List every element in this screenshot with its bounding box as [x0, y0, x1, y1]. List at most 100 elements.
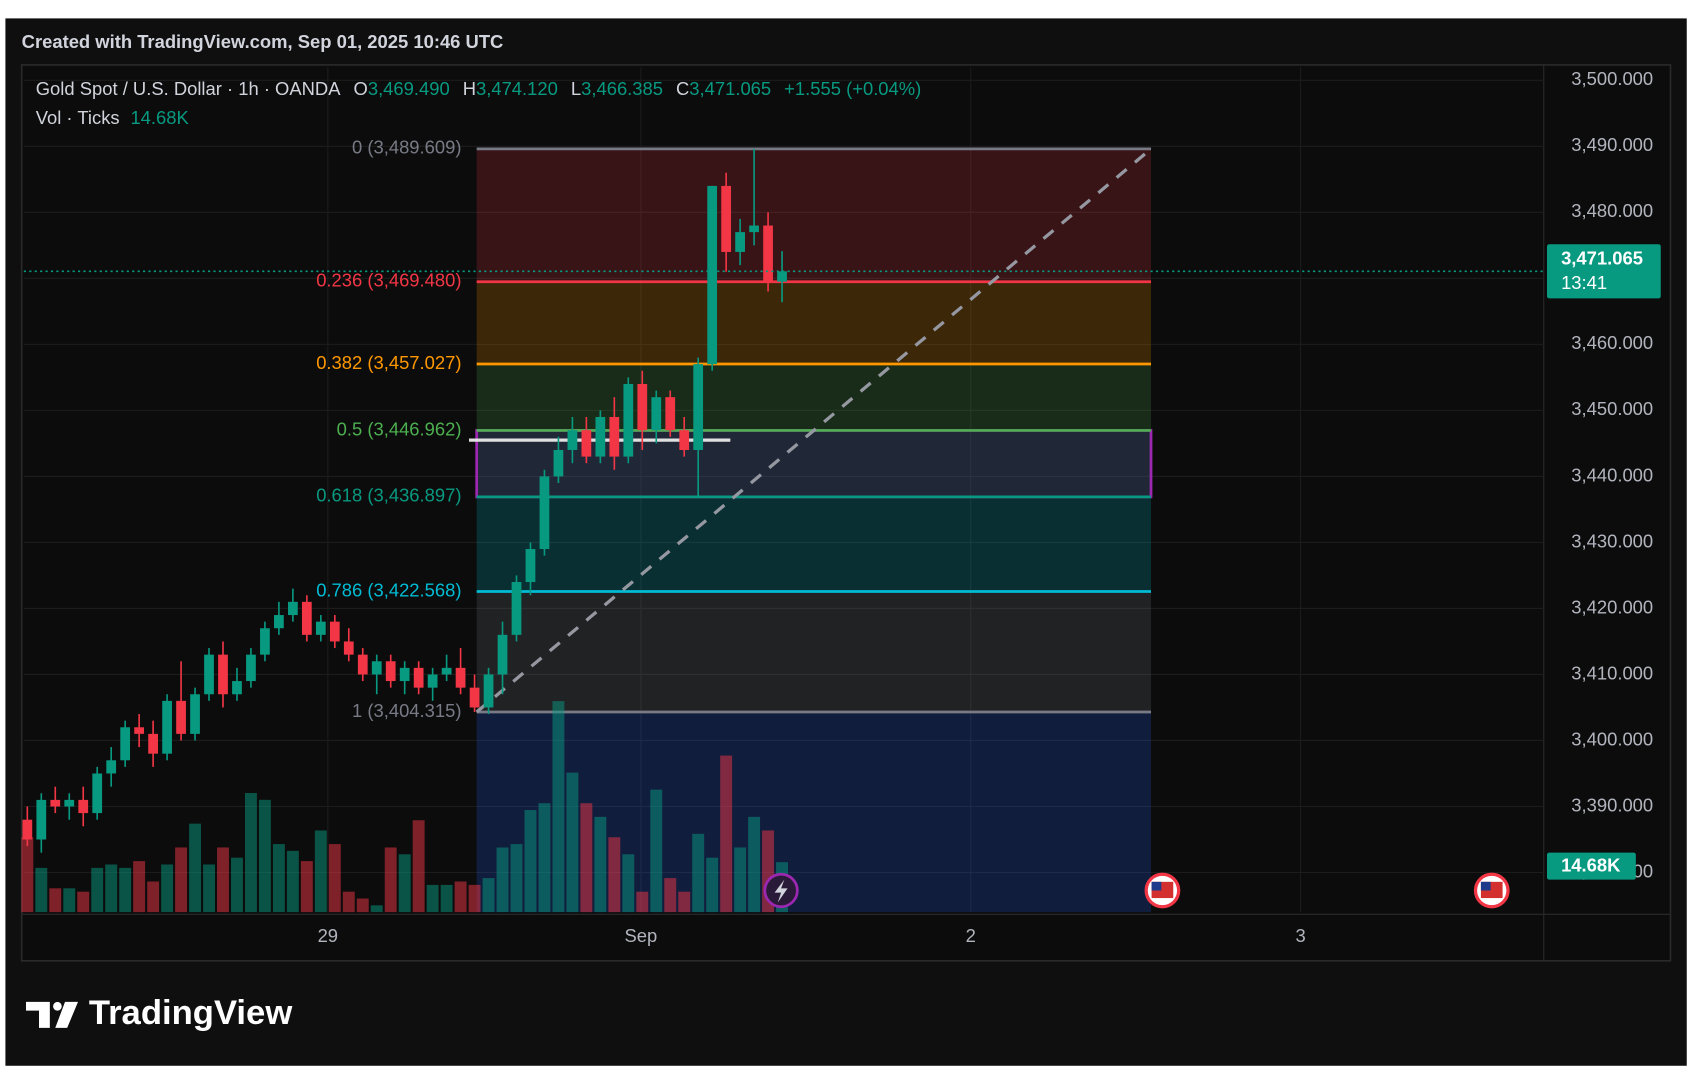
fib-band	[476, 496, 1152, 592]
x-tick-label: 2	[966, 925, 976, 946]
header: Created with TradingView.com, Sep 01, 20…	[22, 31, 504, 52]
volume-bar	[356, 898, 369, 913]
candle-body	[665, 397, 676, 431]
candle-body	[553, 449, 564, 477]
candle-body	[329, 621, 340, 642]
candle-body	[427, 674, 438, 688]
ohlc-key: H	[463, 78, 476, 99]
y-tick-label: 3,450.000	[1571, 398, 1653, 419]
event-icons	[763, 872, 1510, 909]
volume-bar	[384, 847, 397, 913]
candle-body	[36, 799, 47, 840]
fib-label: 0 (3,489.609)	[352, 137, 461, 158]
candle-body	[385, 661, 396, 682]
volume-bar	[147, 881, 160, 913]
volume-bar	[21, 837, 34, 913]
volume-bar	[538, 803, 551, 913]
fib-label: 1 (3,404.315)	[352, 700, 461, 721]
candle-body	[190, 694, 200, 734]
volume-bar	[203, 864, 215, 913]
candle-body	[301, 601, 312, 635]
volume-last: 14.68K	[130, 107, 189, 128]
candle-body	[525, 549, 536, 583]
candle-body	[315, 621, 326, 635]
volume-bar	[692, 833, 705, 913]
volume-bar	[328, 844, 341, 913]
candle-body	[735, 232, 745, 252]
y-tick-label: 3,440.000	[1571, 464, 1653, 485]
candle-body	[497, 634, 508, 675]
trend-line	[475, 147, 1153, 714]
y-tick-label: 3,390.000	[1571, 794, 1653, 815]
candle-body	[777, 271, 787, 282]
volume-bar	[63, 888, 76, 913]
logo-text: TradingView	[89, 994, 293, 1032]
fib-label: 0.5 (3,446.962)	[337, 418, 462, 439]
y-tick-label: 3,420.000	[1571, 596, 1653, 617]
fib-label: 0.618 (3,436.897)	[316, 485, 461, 506]
volume-bar	[748, 816, 761, 913]
volume-bar	[217, 847, 229, 913]
grid	[23, 67, 1544, 913]
volume-bar	[580, 803, 593, 913]
volume-bar	[552, 701, 565, 913]
volume-bar	[664, 878, 677, 913]
y-tick-label: 3,410.000	[1571, 662, 1653, 683]
volume-bar	[189, 823, 202, 913]
last-price-label: 3,471.065	[1561, 247, 1643, 268]
volume-bar	[510, 844, 523, 913]
volume-legend: Vol · Ticks 14.68K	[36, 107, 190, 128]
fib-band	[476, 591, 1152, 712]
volume-bar	[161, 864, 174, 913]
candle-body	[64, 799, 75, 807]
ohlc-value: 3,469.490	[368, 78, 450, 99]
candle-body	[92, 773, 103, 814]
fib-band	[476, 281, 1152, 364]
candle-body	[232, 681, 242, 695]
candle-body	[260, 628, 270, 655]
logo-mark	[53, 1001, 62, 1011]
candle-body	[106, 760, 117, 774]
candle-body	[469, 687, 480, 708]
volume-bar	[482, 878, 495, 913]
fib-label: 0.786 (3,422.568)	[316, 579, 461, 600]
candle-body	[148, 733, 158, 754]
candle-body	[78, 799, 89, 814]
change: +1.555 (+0.04%)	[784, 78, 921, 99]
volume-bar	[231, 857, 243, 913]
candle-body	[371, 661, 382, 675]
y-tick-label: 3,430.000	[1571, 530, 1653, 551]
volume-title: Vol · Ticks	[36, 107, 120, 128]
last-price-box	[1547, 244, 1661, 299]
candle-body	[162, 700, 172, 754]
volume-bar	[398, 854, 411, 913]
candle-body	[609, 416, 620, 457]
logo: TradingView	[26, 994, 292, 1032]
volume-bar	[286, 850, 299, 913]
y-tick-label: 3,500.000	[1571, 68, 1653, 89]
volume-bar	[342, 891, 355, 913]
candle-body	[22, 819, 33, 840]
candle-body	[693, 364, 704, 450]
volume-bar	[258, 799, 271, 913]
y-tick-label: 3,480.000	[1571, 200, 1653, 221]
candle-body	[204, 654, 214, 695]
candle-body	[120, 727, 131, 761]
candle-body	[721, 185, 732, 252]
countdown: 13:41	[1561, 272, 1607, 293]
ohlc-value: 3,474.120	[476, 78, 558, 99]
candle-body	[679, 430, 690, 450]
candle-body	[343, 641, 354, 655]
y-tick-label: 3,490.000	[1571, 134, 1653, 155]
volume-bar	[608, 837, 621, 913]
volume-bar	[524, 810, 537, 913]
y-tick-label: 3,400.000	[1571, 728, 1653, 749]
candle-body	[274, 615, 284, 629]
candle-body	[749, 225, 759, 233]
candle-body	[455, 667, 466, 688]
volume-bar	[49, 888, 62, 913]
volume-bar	[133, 861, 146, 913]
volume-bar	[175, 847, 188, 913]
candle-body	[539, 476, 550, 550]
fib-band	[476, 148, 1152, 282]
